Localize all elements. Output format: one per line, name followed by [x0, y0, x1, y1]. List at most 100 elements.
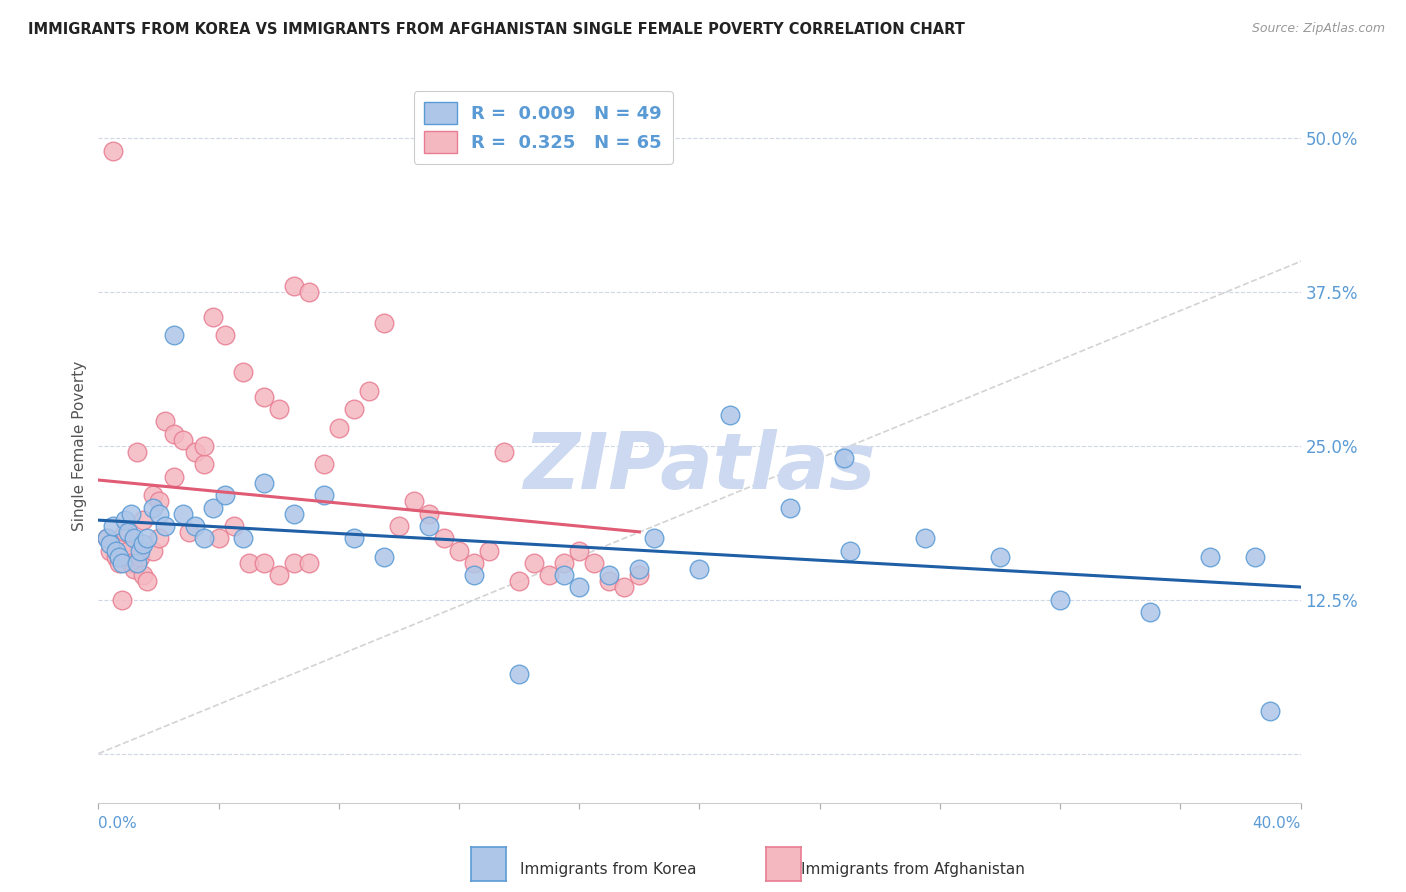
Point	[1139, 605, 1161, 619]
Point	[177, 525, 200, 540]
Point	[214, 328, 236, 343]
Text: 40.0%: 40.0%	[1253, 816, 1301, 831]
Point	[583, 556, 606, 570]
Point	[193, 531, 215, 545]
Point	[111, 537, 134, 551]
Point	[598, 568, 620, 582]
Point	[433, 531, 456, 545]
Point	[100, 543, 122, 558]
Point	[508, 666, 530, 681]
Point	[103, 144, 125, 158]
Point	[183, 445, 205, 459]
Point	[838, 543, 860, 558]
Point	[222, 519, 245, 533]
Point	[283, 279, 305, 293]
Point	[121, 556, 143, 570]
Point	[832, 451, 855, 466]
Point	[127, 445, 149, 459]
Point	[553, 568, 575, 582]
Point	[108, 556, 131, 570]
Point	[538, 568, 561, 582]
Point	[628, 568, 651, 582]
Point	[643, 531, 665, 545]
Point	[162, 469, 184, 483]
Point	[172, 433, 194, 447]
Point	[105, 543, 128, 558]
Point	[238, 556, 260, 570]
Point	[132, 513, 155, 527]
Point	[267, 568, 290, 582]
Point	[447, 543, 470, 558]
Point	[688, 562, 710, 576]
Point	[201, 500, 224, 515]
Point	[343, 402, 366, 417]
Point	[129, 549, 152, 564]
Point	[553, 556, 575, 570]
Point	[779, 500, 801, 515]
Text: Immigrants from Afghanistan: Immigrants from Afghanistan	[801, 863, 1025, 877]
Point	[628, 562, 651, 576]
Point	[418, 519, 440, 533]
Point	[148, 507, 170, 521]
Point	[129, 543, 152, 558]
Text: 0.0%: 0.0%	[98, 816, 138, 831]
Point	[153, 414, 176, 428]
Point	[148, 531, 170, 545]
Point	[402, 494, 425, 508]
Point	[162, 328, 184, 343]
Point	[201, 310, 224, 324]
Point	[463, 556, 485, 570]
Point	[135, 531, 157, 545]
Point	[193, 439, 215, 453]
Point	[508, 574, 530, 589]
Legend: R =  0.009   N = 49, R =  0.325   N = 65: R = 0.009 N = 49, R = 0.325 N = 65	[413, 91, 673, 164]
Point	[914, 531, 936, 545]
Point	[208, 531, 231, 545]
Point	[214, 488, 236, 502]
Point	[312, 488, 335, 502]
Point	[232, 365, 254, 379]
Point	[1244, 549, 1267, 564]
Text: IMMIGRANTS FROM KOREA VS IMMIGRANTS FROM AFGHANISTAN SINGLE FEMALE POVERTY CORRE: IMMIGRANTS FROM KOREA VS IMMIGRANTS FROM…	[28, 22, 965, 37]
Point	[253, 390, 276, 404]
Point	[96, 531, 118, 545]
Point	[132, 537, 155, 551]
Point	[114, 525, 136, 540]
Point	[132, 568, 155, 582]
Point	[1260, 704, 1282, 718]
Point	[267, 402, 290, 417]
Point	[141, 500, 163, 515]
Point	[135, 574, 157, 589]
Point	[232, 531, 254, 545]
Point	[357, 384, 380, 398]
Point	[103, 519, 125, 533]
Point	[1199, 549, 1222, 564]
Point	[463, 568, 485, 582]
Point	[162, 426, 184, 441]
Point	[124, 531, 146, 545]
Point	[613, 581, 636, 595]
Point	[494, 445, 516, 459]
Point	[988, 549, 1011, 564]
Point	[373, 316, 395, 330]
Point	[108, 549, 131, 564]
Point	[418, 507, 440, 521]
Point	[298, 556, 321, 570]
Point	[127, 556, 149, 570]
Point	[283, 507, 305, 521]
Point	[105, 549, 128, 564]
Point	[478, 543, 501, 558]
Point	[141, 488, 163, 502]
Point	[114, 513, 136, 527]
Point	[388, 519, 411, 533]
Point	[100, 537, 122, 551]
Point	[328, 420, 350, 434]
Point	[117, 525, 139, 540]
Y-axis label: Single Female Poverty: Single Female Poverty	[72, 361, 87, 531]
Point	[568, 581, 591, 595]
Point	[598, 574, 620, 589]
Text: ZIPatlas: ZIPatlas	[523, 429, 876, 506]
Point	[718, 409, 741, 423]
Point	[298, 285, 321, 300]
Text: Immigrants from Korea: Immigrants from Korea	[520, 863, 697, 877]
